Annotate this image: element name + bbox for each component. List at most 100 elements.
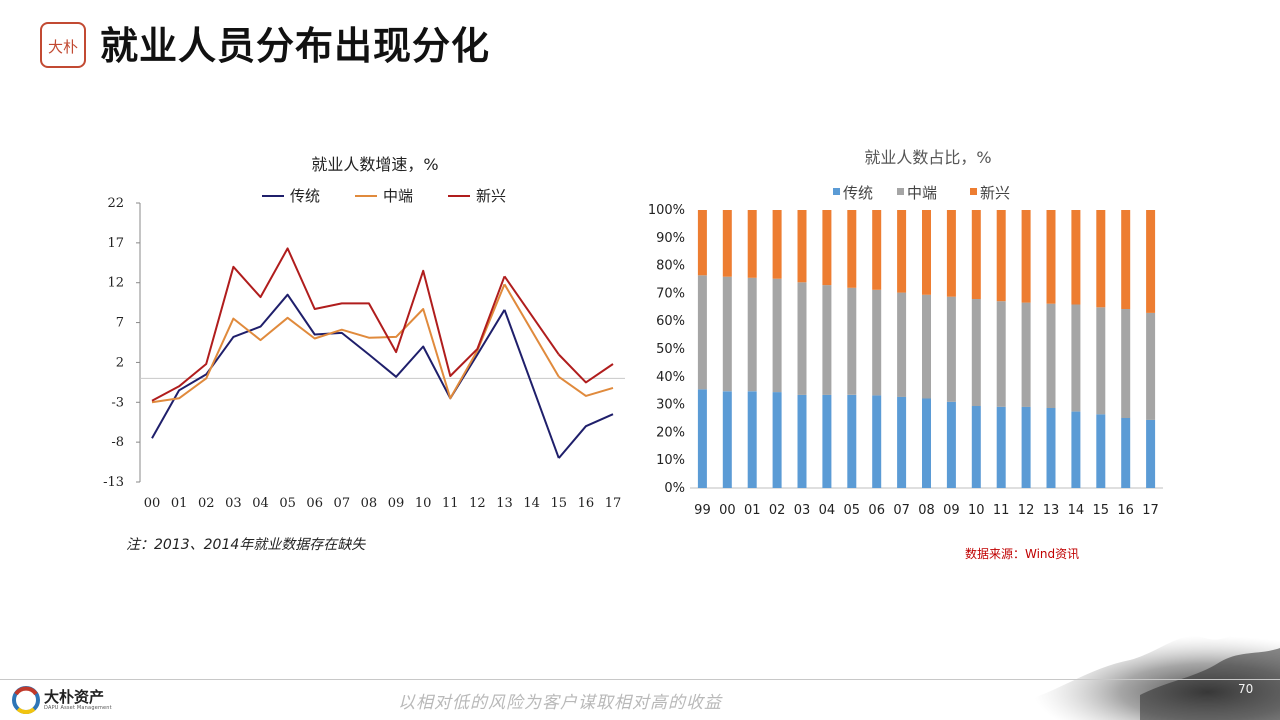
- series-line-1: [151, 283, 614, 404]
- footer-divider: [0, 679, 1280, 680]
- y-tick-label: 100%: [648, 203, 685, 218]
- series-line-bridge: [503, 275, 560, 356]
- bar-segment-1: [1046, 303, 1056, 408]
- x-tick-label: 13: [496, 496, 513, 511]
- x-tick-label: 14: [1068, 503, 1085, 518]
- x-tick-label: 05: [844, 503, 861, 518]
- company-seal-logo: 大朴: [40, 22, 86, 68]
- y-tick-label: 12: [107, 276, 124, 291]
- bar-segment-2: [847, 210, 857, 288]
- y-tick-label: 10%: [656, 453, 685, 468]
- bar-segment-1: [747, 277, 757, 392]
- bar-segment-0: [996, 406, 1006, 488]
- bar-segment-2: [922, 210, 931, 295]
- bar-segment-2: [971, 210, 981, 299]
- chart-legend: 传统 中端 新兴: [833, 184, 1010, 202]
- x-tick-label: 08: [918, 503, 935, 518]
- footer-slogan: 以相对低的风险为客户谋取相对高的收益: [398, 693, 722, 713]
- bar-segment-1: [1071, 304, 1081, 412]
- x-tick-label: 12: [1018, 503, 1035, 518]
- chart-legend: 传统 中端 新兴: [262, 187, 506, 205]
- x-tick-label: 09: [943, 503, 960, 518]
- legend-label: 中端: [907, 184, 937, 202]
- bar-segment-2: [697, 210, 707, 276]
- y-tick-label: -8: [111, 435, 124, 450]
- bar-segment-0: [922, 398, 931, 488]
- growth-line-chart: 就业人数增速，% 传统 中端 新兴 22 17 12 7 2 -3 -8 -13 00 01 02 03 0…: [103, 155, 625, 511]
- chart-title: 就业人数占比，%: [864, 148, 991, 167]
- bar-segment-2: [722, 210, 732, 277]
- x-tick-label: 06: [306, 496, 323, 511]
- series-line-0: [151, 293, 614, 459]
- bar-segment-0: [1046, 407, 1056, 488]
- series-line-bridge: [503, 309, 560, 459]
- x-tick-label: 13: [1043, 503, 1060, 518]
- x-tick-label: 03: [225, 496, 242, 511]
- bar-segment-0: [971, 406, 981, 488]
- x-tick-label: 12: [469, 496, 486, 511]
- y-tick-label: -3: [111, 395, 124, 410]
- bar-segment-0: [747, 391, 757, 488]
- series-line-2: [151, 247, 614, 402]
- bar-segment-1: [897, 292, 907, 397]
- x-tick-label: 10: [968, 503, 985, 518]
- page-number: 70: [1238, 682, 1254, 696]
- bar-segment-0: [847, 394, 857, 488]
- x-tick-label: 05: [279, 496, 296, 511]
- bar-segment-2: [1046, 210, 1056, 304]
- x-tick-label: 09: [388, 496, 405, 511]
- y-tick-label: 0%: [664, 481, 685, 496]
- bar-segment-0: [797, 394, 807, 488]
- legend-label: 新兴: [980, 184, 1010, 202]
- x-tick-label: 06: [868, 503, 885, 518]
- chart-bars: [697, 210, 1156, 488]
- seal-text: 大朴: [48, 38, 78, 56]
- x-tick-label: 16: [578, 496, 595, 511]
- bar-segment-0: [1146, 419, 1156, 488]
- x-tick-label: 04: [819, 503, 836, 518]
- share-stacked-bar-chart: 就业人数占比，% 传统 中端 新兴 0% 10% 20% 30% 40% 50% 60% 70% 8…: [648, 148, 1163, 518]
- bar-segment-1: [1021, 302, 1031, 407]
- x-tick-label: 14: [523, 496, 540, 511]
- bar-segment-1: [996, 301, 1006, 407]
- bar-segment-2: [996, 210, 1006, 302]
- legend-swatch: [970, 188, 977, 195]
- y-tick-label: 7: [116, 316, 124, 331]
- bar-segment-1: [872, 289, 882, 396]
- series-line-bridge: [503, 283, 560, 378]
- bar-segment-0: [1096, 414, 1106, 488]
- x-tick-label: 02: [769, 503, 786, 518]
- x-tick-label: 01: [744, 503, 761, 518]
- x-tick-label: 15: [550, 496, 567, 511]
- legend-label: 传统: [843, 184, 873, 202]
- bar-segment-2: [1096, 210, 1106, 308]
- x-tick-label: 10: [415, 496, 432, 511]
- y-tick-label: 20%: [656, 425, 685, 440]
- bar-segment-2: [1021, 210, 1031, 303]
- chart-axes: 0% 10% 20% 30% 40% 50% 60% 70% 80% 90% 100% 99 00 01 0…: [648, 203, 1163, 518]
- bar-segment-0: [1071, 411, 1081, 488]
- page-title: 就业人员分布出现分化: [100, 24, 491, 68]
- dapu-logo-icon: [12, 686, 40, 714]
- y-tick-label: 70%: [656, 286, 685, 301]
- bar-segment-2: [897, 210, 907, 293]
- y-tick-label: 90%: [656, 231, 685, 246]
- bar-segment-2: [946, 210, 956, 297]
- bar-segment-2: [872, 210, 882, 290]
- bar-segment-1: [722, 276, 732, 392]
- y-tick-label: 50%: [656, 342, 685, 357]
- bar-segment-0: [1121, 417, 1131, 488]
- x-tick-label: 08: [361, 496, 378, 511]
- bar-segment-0: [697, 389, 707, 488]
- bar-segment-2: [1146, 210, 1156, 313]
- x-tick-label: 03: [794, 503, 811, 518]
- x-tick-label: 11: [442, 496, 459, 511]
- x-tick-label: 00: [144, 496, 161, 511]
- legend-label: 中端: [383, 187, 413, 205]
- legend-swatch: [833, 188, 840, 195]
- bar-segment-1: [847, 287, 857, 395]
- bar-segment-0: [772, 392, 782, 488]
- brand-subtitle: DAPU Asset Management: [44, 705, 112, 711]
- chart-title: 就业人数增速，%: [311, 155, 438, 174]
- y-tick-label: 60%: [656, 314, 685, 329]
